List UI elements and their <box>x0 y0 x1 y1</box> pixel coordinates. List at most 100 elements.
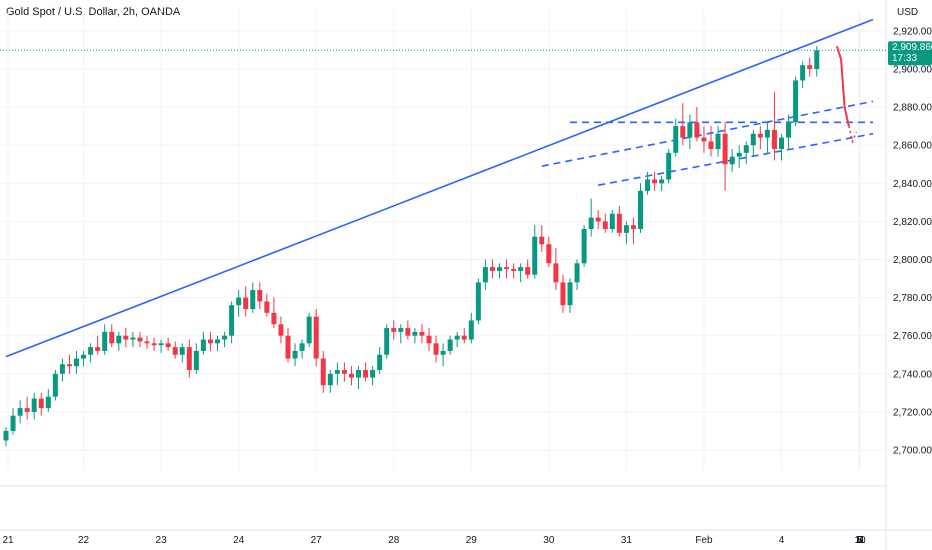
candle-body <box>151 343 157 346</box>
x-tick-label: 11 <box>855 535 866 546</box>
candle-body <box>193 350 199 370</box>
x-tick-label: 27 <box>311 535 323 546</box>
x-tick-label: 22 <box>78 535 90 546</box>
candle-body <box>405 328 411 336</box>
candle-body <box>109 331 115 344</box>
candle-body <box>630 225 636 230</box>
y-tick-label: 2,800.000 <box>893 255 932 266</box>
y-tick-label: 2,780.000 <box>893 293 932 304</box>
candle-body <box>560 282 566 306</box>
candle-body <box>116 335 122 344</box>
candle-body <box>137 337 143 342</box>
candle-body <box>595 217 601 222</box>
x-tick-label: 21 <box>2 535 14 546</box>
candle-body <box>412 331 418 336</box>
candle-body <box>306 316 312 344</box>
candle-body <box>722 133 728 165</box>
price-axis: 2,700.000 2,720.000 2,740.000 2,760.000 2,78… <box>893 26 932 456</box>
candle-body <box>461 335 467 340</box>
candle-body <box>440 350 446 355</box>
channel-line <box>598 132 874 186</box>
candle-body <box>497 267 502 271</box>
bar-countdown: 17:33 <box>892 53 917 64</box>
candle-body <box>574 263 580 283</box>
candle-body <box>659 179 665 184</box>
candle-body <box>793 80 799 123</box>
candle-body <box>800 65 806 81</box>
y-tick-label: 2,760.000 <box>893 331 932 342</box>
candle-body <box>666 152 672 180</box>
x-tick-label: 29 <box>466 535 478 546</box>
candle-body <box>588 217 594 230</box>
candle-body <box>102 331 108 351</box>
candle-body <box>638 190 643 230</box>
candle-body <box>426 335 432 344</box>
candle-body <box>313 316 319 359</box>
y-tick-label: 2,900.000 <box>893 65 932 76</box>
candle-body <box>45 396 51 409</box>
candle-body <box>186 347 192 370</box>
projection-dotted <box>848 125 858 144</box>
y-tick-label: 2,920.000 <box>893 26 932 37</box>
y-tick-label: 2,700.000 <box>893 446 932 457</box>
candle-body <box>391 328 397 332</box>
candle-body <box>786 122 792 138</box>
candle-body <box>750 133 756 146</box>
candle-body <box>489 267 495 271</box>
candle-body <box>468 320 474 340</box>
candle-body <box>207 339 213 344</box>
candle-body <box>447 339 453 351</box>
y-tick-label: 2,880.000 <box>893 103 932 114</box>
candle-body <box>602 221 608 230</box>
candle-body <box>24 408 30 412</box>
trendlines <box>5 18 874 358</box>
candle-body <box>123 335 129 340</box>
candle-body <box>17 408 23 416</box>
candles <box>3 46 820 447</box>
chart-title: Gold Spot / U.S. Dollar, 2h, OANDA <box>6 6 181 18</box>
x-tick-label: 23 <box>156 535 168 546</box>
x-tick-label: 10 <box>854 535 866 546</box>
y-tick-label: 2,860.000 <box>893 141 932 152</box>
candle-body <box>292 350 298 359</box>
candle-body <box>243 297 249 310</box>
price-tag-bg <box>888 41 932 66</box>
candle-body <box>38 398 44 409</box>
y-tick-label: 2,740.000 <box>893 369 932 380</box>
x-tick-label: Feb <box>695 535 713 546</box>
candle-body <box>59 364 65 374</box>
x-tick-label: 5 <box>856 535 862 546</box>
candle-body <box>278 324 284 336</box>
last-price-tag: 2,909.86017:33 <box>888 41 932 66</box>
candle-body <box>518 267 524 271</box>
candle-body <box>807 65 813 69</box>
x-tick-label: 31 <box>621 535 633 546</box>
candle-body <box>433 343 439 355</box>
candle-body <box>31 398 37 412</box>
candle-body <box>419 331 425 336</box>
candle-body <box>356 369 361 378</box>
candle-body <box>771 129 777 150</box>
candle-body <box>581 229 587 264</box>
currency-label[interactable]: USD <box>897 7 918 18</box>
candle-body <box>694 122 700 138</box>
candle-body <box>729 156 735 165</box>
channel-line <box>541 100 874 167</box>
candle-body <box>52 373 58 397</box>
candle-body <box>3 430 9 441</box>
candle-body <box>482 267 488 283</box>
candle-body <box>363 369 369 378</box>
candle-body <box>377 354 383 370</box>
candle-body <box>299 343 305 351</box>
candle-body <box>222 335 228 340</box>
candle-body <box>229 305 235 336</box>
candle-body <box>398 328 404 332</box>
candle-body <box>320 358 326 386</box>
y-tick-label: 2,820.000 <box>893 217 932 228</box>
candle-body <box>341 369 347 374</box>
candle-body <box>504 267 510 270</box>
candle-body <box>66 364 72 367</box>
candle-body <box>687 122 693 138</box>
